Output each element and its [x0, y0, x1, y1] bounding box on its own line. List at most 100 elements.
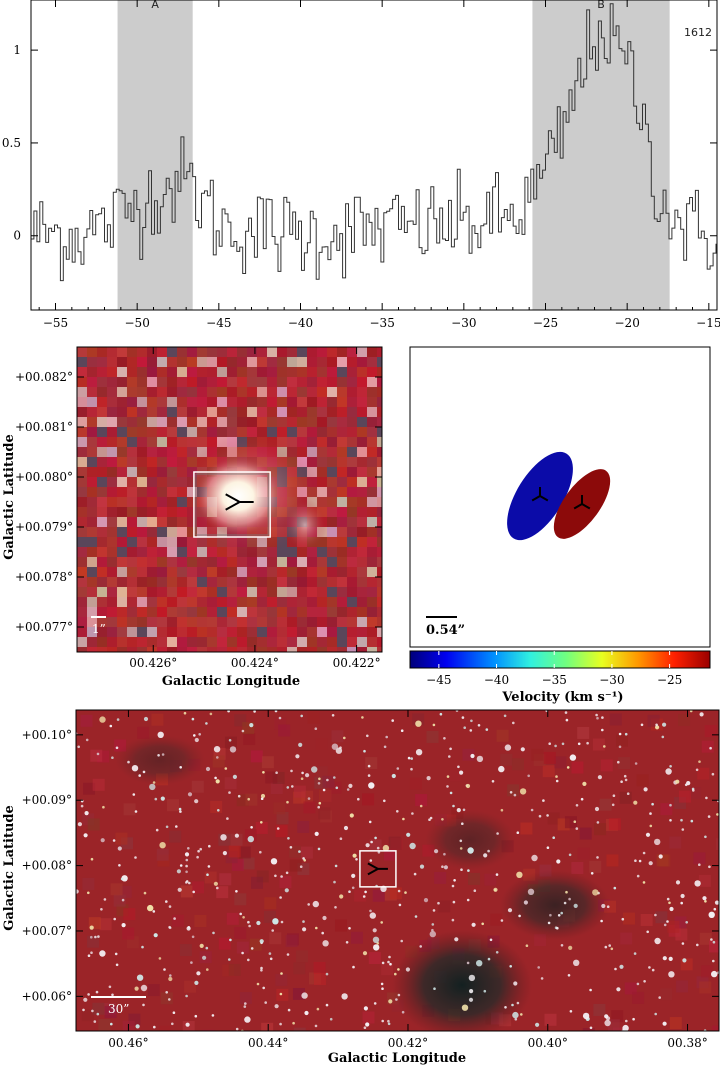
- image-pixel: [377, 407, 382, 417]
- star: [317, 805, 321, 809]
- image-pixel: [377, 557, 382, 567]
- image-pixel: [197, 637, 207, 647]
- star: [546, 846, 550, 849]
- image-pixel: [357, 647, 367, 652]
- image-pixel: [520, 822, 533, 835]
- image-pixel: [297, 377, 307, 387]
- image-pixel: [327, 347, 337, 357]
- star: [365, 843, 370, 848]
- image-pixel: [449, 769, 462, 782]
- image-pixel: [347, 587, 357, 597]
- image-pixel: [227, 357, 237, 367]
- image-pixel: [167, 617, 177, 627]
- image-pixel: [77, 617, 87, 627]
- star: [333, 880, 336, 884]
- wide-y-axis-title: Galactic Latitude: [2, 805, 17, 931]
- image-pixel: [237, 597, 247, 607]
- image-pixel: [77, 347, 87, 357]
- image-pixel: [187, 557, 197, 567]
- three-pointed-star-icon: [225, 493, 254, 511]
- image-pixel: [267, 557, 277, 567]
- star: [286, 786, 290, 789]
- image-pixel: [147, 427, 157, 437]
- image-pixel: [313, 973, 326, 986]
- image-pixel: [287, 347, 297, 357]
- image-pixel: [194, 915, 207, 928]
- image-pixel: [367, 357, 377, 367]
- star: [345, 941, 349, 944]
- image-pixel: [137, 547, 147, 557]
- star: [604, 1019, 611, 1027]
- image-pixel: [197, 577, 207, 587]
- star: [568, 945, 573, 951]
- image-pixel: [327, 517, 337, 527]
- star: [419, 945, 423, 948]
- image-pixel: [237, 397, 247, 407]
- star: [381, 961, 385, 965]
- image-pixel: [257, 367, 267, 377]
- star: [304, 1010, 309, 1016]
- image-pixel: [317, 617, 327, 627]
- image-pixel: [157, 557, 167, 567]
- star: [317, 782, 321, 785]
- image-pixel: [126, 936, 139, 949]
- image-pixel: [327, 487, 337, 497]
- image-pixel: [87, 357, 97, 367]
- star: [569, 1010, 573, 1013]
- star: [705, 796, 708, 800]
- image-pixel: [261, 756, 274, 769]
- dark-cloud-main: [392, 930, 532, 1031]
- image-pixel: [87, 818, 100, 831]
- star: [136, 974, 144, 981]
- image-pixel: [127, 457, 137, 467]
- zoom-frame: [76, 346, 383, 653]
- image-pixel: [257, 357, 267, 367]
- image-pixel: [157, 487, 167, 497]
- image-pixel: [97, 627, 107, 637]
- star: [190, 961, 193, 964]
- image-pixel: [187, 527, 197, 537]
- star: [321, 931, 325, 935]
- star: [312, 900, 319, 908]
- star: [373, 1002, 377, 1005]
- star: [592, 889, 599, 896]
- image-pixel: [157, 607, 167, 617]
- star: [322, 915, 327, 921]
- star: [556, 926, 559, 930]
- star: [623, 774, 627, 778]
- image-pixel: [377, 617, 382, 627]
- star: [363, 1006, 368, 1011]
- star: [643, 787, 648, 792]
- star: [300, 714, 304, 718]
- image-pixel: [317, 587, 327, 597]
- star: [548, 742, 551, 745]
- image-pixel: [187, 577, 197, 587]
- star: [196, 971, 201, 976]
- image-pixel: [137, 567, 147, 577]
- image-pixel: [82, 877, 95, 890]
- star: [395, 998, 398, 1001]
- image-pixel: [293, 785, 306, 798]
- star: [111, 756, 114, 759]
- image-pixel: [217, 357, 227, 367]
- star: [387, 1019, 390, 1023]
- colorbar-axis: −45 −40 −35 −30 −25: [426, 651, 682, 687]
- star: [339, 837, 343, 840]
- star: [363, 749, 366, 753]
- star: [680, 901, 683, 905]
- star: [636, 874, 640, 878]
- image-pixel: [699, 932, 712, 945]
- star: [681, 828, 685, 831]
- image-pixel: [347, 497, 357, 507]
- star: [372, 936, 380, 943]
- image-pixel: [237, 417, 247, 427]
- image-pixel: [287, 367, 297, 377]
- star: [184, 852, 190, 857]
- star: [477, 724, 481, 727]
- star: [131, 765, 139, 772]
- image-pixel: [177, 547, 187, 557]
- image-pixel: [157, 517, 167, 527]
- image-pixel: [367, 417, 377, 427]
- image-pixel: [217, 387, 227, 397]
